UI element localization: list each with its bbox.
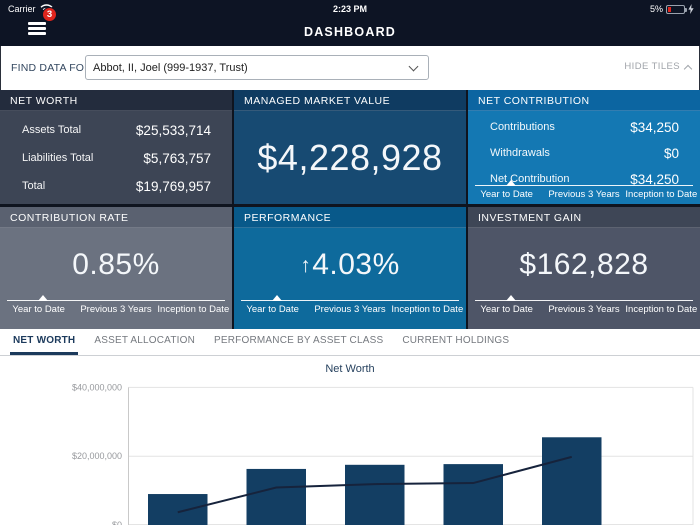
period-tab-year-to-date[interactable]: Year to Date	[246, 304, 299, 315]
tab-performance-by-asset-class[interactable]: PERFORMANCE BY ASSET CLASS	[214, 335, 384, 346]
investment-gain-value: $162,828	[519, 247, 649, 281]
section-tab-bar: NET WORTH ASSET ALLOCATION PERFORMANCE B…	[0, 329, 700, 356]
active-period-indicator	[38, 295, 49, 301]
period-tab-inception-to-date[interactable]: Inception to Date	[391, 304, 464, 315]
net-worth-row-total: Total $19,769,957	[22, 178, 211, 194]
tile-contribution-rate-title: CONTRIBUTION RATE	[0, 207, 232, 228]
page-title: DASHBOARD	[303, 25, 397, 39]
active-period-indicator	[506, 295, 517, 301]
net-worth-line	[177, 455, 573, 514]
filter-bar: FIND DATA FOR Abbot, II, Joel (999-1937,…	[0, 46, 700, 90]
tile-performance-title: PERFORMANCE	[234, 207, 466, 228]
client-select-value: Abbot, II, Joel (999-1937, Trust)	[93, 61, 248, 74]
status-bar: Carrier 2:23 PM 5%	[0, 0, 700, 18]
period-tab-previous-3-years[interactable]: Previous 3 Years	[80, 304, 152, 315]
period-divider	[241, 295, 459, 301]
hide-tiles-button[interactable]: HIDE TILES	[624, 61, 693, 73]
tile-managed-market-value-title: MANAGED MARKET VALUE	[234, 90, 466, 111]
period-selector: Year to Date Previous 3 Years Inception …	[468, 180, 700, 204]
period-tab-year-to-date[interactable]: Year to Date	[12, 304, 65, 315]
net-worth-row-liabilities: Liabilities Total $5,763,757	[22, 150, 211, 166]
chart-title: Net Worth	[325, 363, 375, 375]
net-contribution-row-withdrawals: Withdrawals $0	[490, 145, 679, 161]
menu-button[interactable]: 3	[26, 7, 60, 40]
period-divider	[7, 295, 225, 301]
up-arrow-icon: ↑	[300, 253, 312, 277]
period-divider	[475, 295, 693, 301]
carrier-label: Carrier	[8, 4, 36, 14]
tiles-grid: NET WORTH Assets Total $25,533,714 Liabi…	[0, 90, 700, 329]
period-tab-year-to-date[interactable]: Year to Date	[480, 304, 533, 315]
period-selector: Year to Date Previous 3 Years Inception …	[468, 295, 700, 329]
active-period-indicator	[506, 180, 517, 186]
managed-market-value-amount: $4,228,928	[257, 136, 443, 178]
period-tab-previous-3-years[interactable]: Previous 3 Years	[314, 304, 386, 315]
find-data-label: FIND DATA FOR	[11, 62, 92, 74]
period-tab-inception-to-date[interactable]: Inception to Date	[625, 189, 698, 200]
net-contribution-row-contributions: Contributions $34,250	[490, 119, 679, 135]
y-axis-tick-label: $20,000,000	[72, 451, 122, 461]
y-axis-tick-label: $40,000,000	[72, 382, 122, 392]
charging-bolt-icon	[688, 4, 694, 14]
tile-investment-gain: INVESTMENT GAIN $162,828 Year to Date Pr…	[468, 207, 700, 329]
tile-net-worth: NET WORTH Assets Total $25,533,714 Liabi…	[0, 90, 232, 204]
period-tab-inception-to-date[interactable]: Inception to Date	[157, 304, 230, 315]
tile-performance: PERFORMANCE ↑4.03% Year to Date Previous…	[234, 207, 466, 329]
app-header: Carrier 2:23 PM 5% 3 DASHBOARD	[0, 0, 700, 46]
period-selector: Year to Date Previous 3 Years Inception …	[234, 295, 466, 329]
bar-1	[148, 494, 208, 525]
bar-3	[345, 464, 405, 525]
tile-net-contribution: NET CONTRIBUTION Contributions $34,250 W…	[468, 90, 700, 204]
tile-contribution-rate: CONTRIBUTION RATE 0.85% Year to Date Pre…	[0, 207, 232, 329]
tab-net-worth[interactable]: NET WORTH	[10, 329, 79, 355]
tile-net-contribution-title: NET CONTRIBUTION	[468, 90, 700, 111]
tile-net-worth-title: NET WORTH	[0, 90, 232, 111]
period-tab-year-to-date[interactable]: Year to Date	[480, 189, 533, 200]
tile-investment-gain-title: INVESTMENT GAIN	[468, 207, 700, 228]
hide-tiles-label: HIDE TILES	[624, 61, 680, 72]
period-tab-previous-3-years[interactable]: Previous 3 Years	[548, 189, 620, 200]
net-worth-chart: $0 $20,000,000 $40,000,000	[72, 382, 694, 525]
bar-5	[542, 437, 602, 525]
period-tab-previous-3-years[interactable]: Previous 3 Years	[548, 304, 620, 315]
hamburger-icon	[28, 22, 46, 36]
battery-icon	[666, 4, 687, 14]
period-tab-inception-to-date[interactable]: Inception to Date	[625, 304, 698, 315]
clock: 2:23 PM	[332, 4, 367, 14]
net-worth-chart-section: Net Worth $0 $20,000,000 $40,000,000	[0, 356, 700, 525]
performance-value: ↑4.03%	[300, 247, 400, 281]
active-period-indicator	[272, 295, 283, 301]
period-selector: Year to Date Previous 3 Years Inception …	[0, 295, 232, 329]
bar-4	[443, 464, 503, 525]
y-axis-tick-label: $0	[112, 520, 122, 525]
notification-badge: 3	[42, 7, 57, 22]
period-divider	[475, 180, 693, 186]
battery-percent: 5%	[649, 4, 663, 14]
tab-current-holdings[interactable]: CURRENT HOLDINGS	[402, 335, 510, 346]
chevron-up-icon	[683, 64, 693, 73]
net-worth-row-assets: Assets Total $25,533,714	[22, 122, 211, 138]
contribution-rate-value: 0.85%	[72, 247, 160, 281]
client-select[interactable]: Abbot, II, Joel (999-1937, Trust)	[85, 55, 429, 80]
chevron-down-icon	[408, 61, 419, 72]
tile-managed-market-value: MANAGED MARKET VALUE $4,228,928	[234, 90, 466, 204]
bar-2	[246, 468, 306, 525]
tab-asset-allocation[interactable]: ASSET ALLOCATION	[94, 335, 196, 346]
